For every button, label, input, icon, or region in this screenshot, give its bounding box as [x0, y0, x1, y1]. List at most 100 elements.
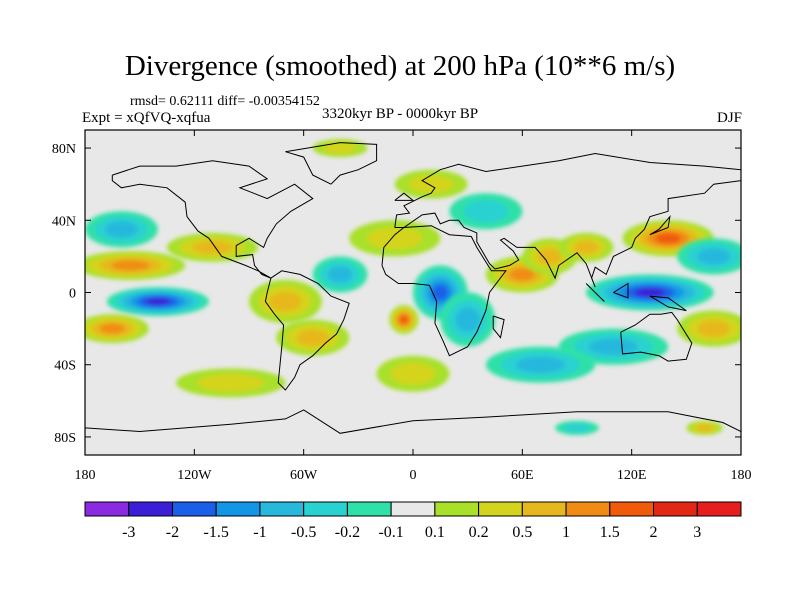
divergence-cell — [276, 319, 350, 356]
divergence-contour — [563, 423, 591, 433]
y-axis: 80N 40N 0 40S 80S — [52, 142, 741, 446]
coastline — [85, 409, 741, 434]
divergence-cell — [85, 211, 158, 248]
divergence-cell — [485, 346, 596, 383]
divergence-contour — [634, 288, 666, 297]
divergence-contour — [105, 221, 138, 238]
x-axis: 180 120W 60W 0 60E 120E 180 — [75, 130, 752, 483]
colorbar-swatch — [434, 501, 480, 517]
period-label: 3320kyr BP - 0000kyr BP — [322, 106, 479, 122]
colorbar-swatch — [609, 501, 655, 517]
divergence-cell — [312, 139, 368, 158]
divergence-contour — [111, 260, 150, 271]
y-tick-label: 40N — [52, 214, 76, 229]
divergence-contour — [537, 248, 562, 265]
divergence-contour — [269, 291, 302, 312]
colorbar-swatch — [478, 501, 523, 517]
colorbar-label: -0.2 — [335, 524, 360, 541]
x-tick-label: 60W — [290, 468, 318, 483]
divergence-contour — [296, 329, 329, 346]
colorbar-label: 1 — [562, 524, 570, 541]
x-tick-label: 120W — [177, 468, 212, 483]
divergence-contour — [573, 240, 599, 254]
colorbar-label: -0.1 — [378, 524, 403, 541]
rmsd-diff-stats: rmsd= 0.62111 diff= -0.00354152 — [130, 94, 320, 109]
coastline — [492, 315, 505, 339]
divergence-contour — [197, 373, 265, 392]
divergence-contour — [516, 356, 565, 373]
x-tick-label: 120E — [617, 468, 647, 483]
divergence-cell — [106, 287, 209, 316]
x-tick-label: 0 — [410, 468, 417, 483]
colorbar-label: -1 — [253, 524, 266, 541]
colorbar-label: 2 — [650, 524, 658, 541]
y-tick-label: 0 — [69, 287, 76, 302]
colorbar-swatch — [696, 501, 742, 517]
divergence-cell — [413, 265, 468, 320]
x-tick-label: 60E — [511, 468, 534, 483]
coastline — [649, 215, 671, 236]
colorbar-label: 0.2 — [469, 524, 489, 541]
divergence-contour — [327, 266, 353, 283]
y-tick-label: 40S — [54, 359, 76, 374]
x-tick-label: 180 — [731, 468, 752, 483]
divergence-cell — [312, 256, 368, 293]
divergence-cell — [389, 305, 419, 335]
colorbar-label: -2 — [166, 524, 179, 541]
divergence-cell — [394, 169, 468, 199]
coastlines — [85, 142, 741, 434]
colorbar-label: -3 — [122, 524, 135, 541]
divergence-contour — [432, 284, 449, 301]
divergence-contour — [463, 200, 509, 223]
colorbar-swatch — [171, 501, 217, 517]
colorbar-label: -0.5 — [291, 524, 316, 541]
divergence-cell — [167, 232, 259, 262]
divergence-contour — [697, 320, 730, 337]
divergence-contour — [697, 248, 730, 265]
divergence-contour — [390, 362, 436, 385]
divergence-contour — [192, 240, 233, 254]
colorbar-swatch — [303, 501, 348, 517]
colorbar-swatch — [346, 501, 392, 517]
divergence-contour — [509, 268, 536, 281]
divergence-cell — [677, 238, 741, 275]
coastline — [381, 225, 507, 357]
divergence-contour — [99, 323, 126, 334]
divergence-cell — [349, 220, 441, 257]
colorbar-label: 0.5 — [512, 524, 532, 541]
colorbar-swatch — [565, 501, 611, 517]
divergence-cell — [85, 314, 149, 344]
divergence-cell — [85, 250, 186, 280]
colorbar-swatch — [390, 501, 436, 517]
colorbar-swatch — [84, 501, 130, 517]
coastline — [620, 311, 693, 362]
y-tick-label: 80S — [54, 431, 76, 446]
divergence-contour — [366, 227, 423, 250]
coastline — [394, 192, 415, 201]
colorbar: -3 -2 -1.5 -1 -0.5 -0.2 -0.1 0.1 0.2 0.5 1 1.5 2 3 — [84, 501, 742, 541]
divergence-contour — [408, 175, 454, 194]
colorbar-label: 0.1 — [425, 524, 445, 541]
divergence-cell — [686, 420, 723, 436]
contour-fills — [85, 139, 741, 436]
divergence-contour — [455, 307, 480, 332]
experiment-label: Expt = xQfVQ-xqfua — [82, 110, 211, 126]
divergence-cell — [376, 355, 450, 392]
divergence-contour — [323, 142, 357, 154]
season-label: DJF — [716, 110, 742, 126]
divergence-cell — [440, 292, 495, 347]
divergence-cell — [249, 279, 322, 324]
coastline — [613, 282, 629, 299]
coastline — [649, 295, 687, 312]
divergence-cell — [586, 274, 714, 311]
colorbar-label: 1.5 — [600, 524, 620, 541]
x-tick-label: 180 — [75, 468, 96, 483]
divergence-contour — [589, 338, 638, 355]
divergence-cell — [449, 193, 523, 230]
divergence-cell — [677, 310, 741, 347]
coastline — [394, 152, 741, 288]
divergence-contour — [399, 315, 409, 324]
colorbar-swatch — [215, 501, 261, 517]
colorbar-swatch — [128, 501, 173, 517]
